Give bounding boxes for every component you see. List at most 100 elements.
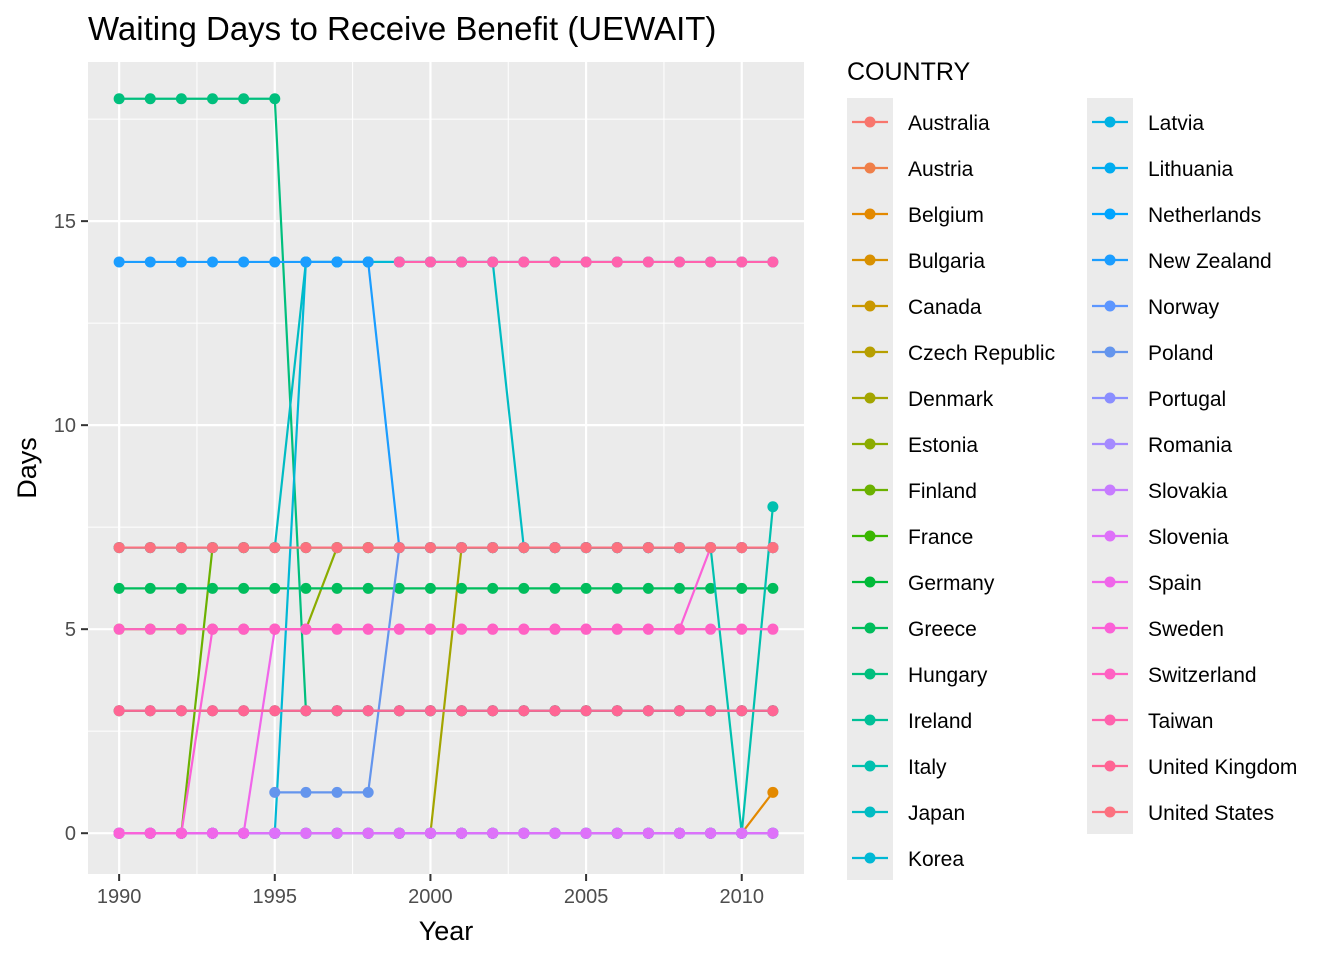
legend-label: Norway [1148, 296, 1220, 319]
data-point [424, 256, 436, 268]
data-point [175, 542, 187, 554]
legend-key-point [1104, 392, 1116, 404]
data-point [269, 705, 281, 717]
legend-item: Spain [1092, 572, 1202, 595]
legend-label: Spain [1148, 572, 1202, 595]
data-point [300, 256, 312, 268]
legend-item: Slovenia [1092, 526, 1229, 549]
data-point [362, 582, 374, 594]
data-point [175, 827, 187, 839]
legend-label: Greece [908, 618, 977, 641]
legend-key-point [1104, 162, 1116, 174]
legend-label: Taiwan [1148, 710, 1213, 733]
data-point [549, 705, 561, 717]
y-axis-title: Days [12, 437, 42, 499]
data-point [113, 256, 125, 268]
data-point [331, 623, 343, 635]
data-point [673, 256, 685, 268]
data-point [549, 623, 561, 635]
data-point [456, 827, 468, 839]
data-point [144, 582, 156, 594]
data-point [331, 256, 343, 268]
legend-key-point [864, 530, 876, 542]
data-point [175, 93, 187, 105]
data-point [144, 93, 156, 105]
data-point [238, 582, 250, 594]
legend-item: Belgium [852, 204, 984, 227]
y-axis: 0 5 10 15 [54, 211, 88, 845]
x-tick-label: 1990 [97, 886, 142, 908]
legend-label: Canada [908, 296, 982, 319]
x-tick-label: 2000 [408, 886, 453, 908]
legend-item: Portugal [1092, 388, 1226, 411]
data-point [611, 542, 623, 554]
data-point [424, 582, 436, 594]
legend-label: Australia [908, 112, 990, 135]
legend-item: Taiwan [1092, 710, 1213, 733]
data-point [580, 542, 592, 554]
data-point [113, 582, 125, 594]
data-point [393, 256, 405, 268]
legend-label: Ireland [908, 710, 972, 733]
data-point [300, 705, 312, 717]
legend-key-point [1104, 254, 1116, 266]
y-tick-label: 15 [54, 211, 76, 233]
legend-item: Austria [852, 158, 974, 181]
data-point [456, 256, 468, 268]
data-point [736, 705, 748, 717]
data-point [518, 623, 530, 635]
legend-key-point [864, 760, 876, 772]
data-point [767, 582, 779, 594]
data-point [362, 827, 374, 839]
legend-item: Hungary [852, 664, 988, 687]
data-point [673, 623, 685, 635]
data-point [456, 705, 468, 717]
data-point [642, 705, 654, 717]
data-point [238, 93, 250, 105]
data-point [518, 542, 530, 554]
data-point [611, 623, 623, 635]
legend-item: Lithuania [1092, 158, 1234, 181]
legend-item: United Kingdom [1092, 756, 1297, 779]
legend-item: Bulgaria [852, 250, 985, 273]
chart-title: Waiting Days to Receive Benefit (UEWAIT) [88, 10, 716, 47]
data-point [673, 582, 685, 594]
data-point [611, 827, 623, 839]
legend-label: Lithuania [1148, 158, 1234, 181]
legend-item: Romania [1092, 434, 1232, 457]
data-point [362, 542, 374, 554]
data-point [673, 542, 685, 554]
data-point [456, 623, 468, 635]
data-point [705, 582, 717, 594]
data-point [331, 786, 343, 798]
legend-item: France [852, 526, 973, 549]
data-point [362, 786, 374, 798]
legend-key-point [1104, 208, 1116, 220]
legend-item: Germany [852, 572, 995, 595]
legend-key-point [1104, 346, 1116, 358]
data-point [673, 827, 685, 839]
legend-label: Poland [1148, 342, 1213, 365]
data-point [144, 542, 156, 554]
legend-key-point [864, 346, 876, 358]
data-point [705, 623, 717, 635]
legend-key-point [864, 300, 876, 312]
data-point [736, 256, 748, 268]
legend-label: Switzerland [1148, 664, 1257, 687]
data-point [549, 542, 561, 554]
data-point [362, 705, 374, 717]
data-point [269, 827, 281, 839]
legend-key-point [1104, 116, 1116, 128]
legend-item: Latvia [1092, 112, 1204, 135]
data-point [487, 623, 499, 635]
data-point [269, 542, 281, 554]
data-point [393, 623, 405, 635]
data-point [487, 827, 499, 839]
legend-label: Portugal [1148, 388, 1226, 411]
data-point [767, 501, 779, 513]
legend-key-point [864, 852, 876, 864]
data-point [300, 582, 312, 594]
series-layer [113, 93, 779, 839]
legend-title: COUNTRY [847, 58, 970, 86]
